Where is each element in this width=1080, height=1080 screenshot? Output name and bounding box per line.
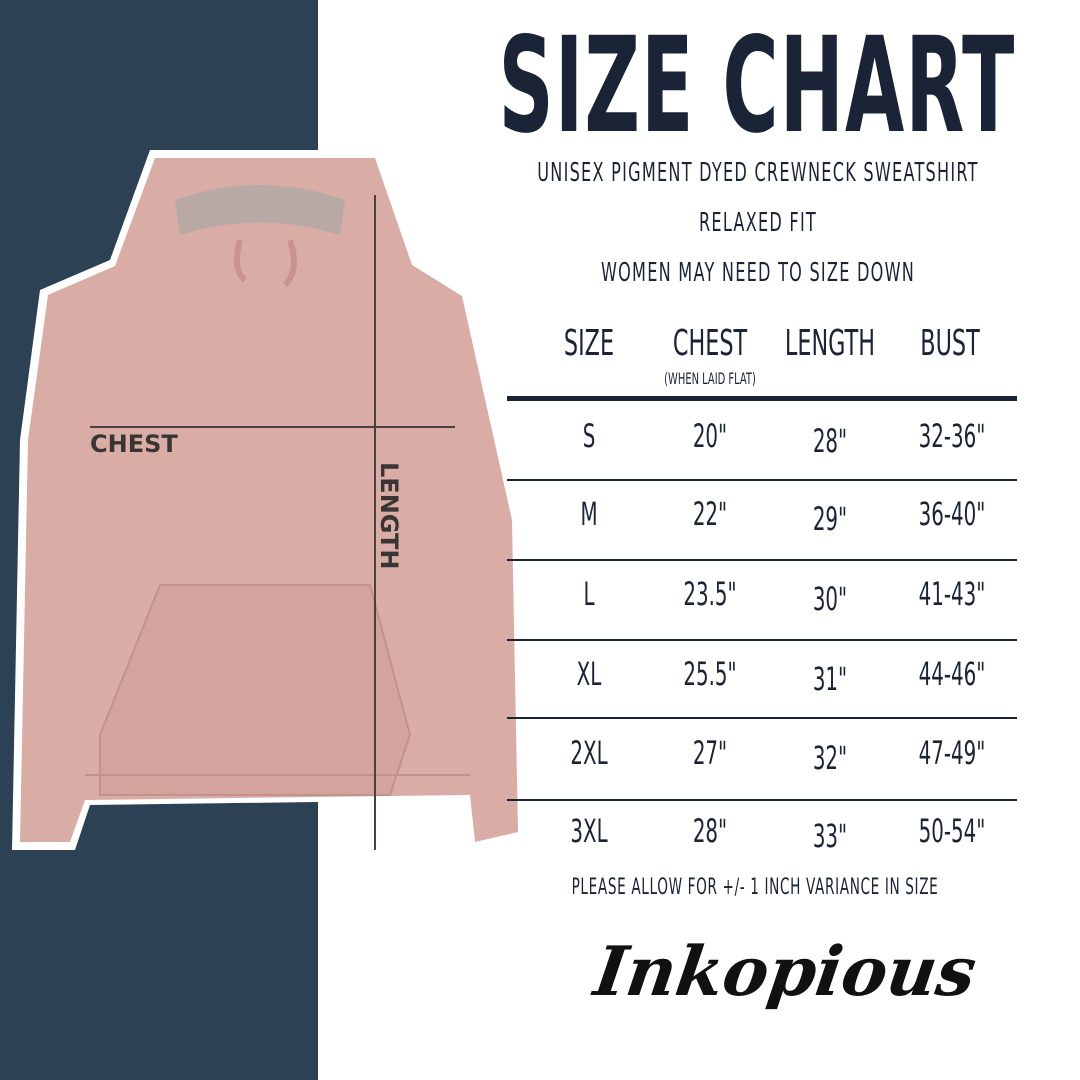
- chest-measure-label: CHEST: [90, 430, 178, 458]
- row-divider: [507, 799, 1017, 801]
- chest-measure-line: [90, 426, 455, 428]
- cell-length: 32": [812, 739, 848, 777]
- cell-size: L: [583, 575, 595, 613]
- cell-length: 30": [812, 580, 848, 618]
- footnote: PLEASE ALLOW FOR +/- 1 INCH VARIANCE IN …: [571, 875, 939, 900]
- cell-size: 2XL: [570, 734, 608, 772]
- cell-size: S: [582, 417, 596, 455]
- cell-size: 3XL: [570, 812, 608, 850]
- header-chest-note: (WHEN LAID FLAT): [664, 369, 756, 388]
- cell-bust: 47-49": [918, 734, 986, 772]
- brand-logo: Inkopious: [589, 932, 981, 1012]
- cell-chest: 23.5": [683, 575, 737, 613]
- row-divider: [507, 479, 1017, 481]
- cell-bust: 32-36": [918, 417, 986, 455]
- header-length: LENGTH: [784, 323, 876, 364]
- header-bust: BUST: [920, 323, 980, 364]
- cell-bust: 50-54": [918, 812, 986, 850]
- cell-length: 29": [812, 500, 848, 538]
- subtitle-product: UNISEX PIGMENT DYED CREWNECK SWEATSHIRT: [537, 158, 979, 188]
- row-divider: [507, 639, 1017, 641]
- hoodie-photo: [12, 150, 525, 850]
- length-measure-line: [374, 195, 376, 850]
- cell-chest: 20": [692, 417, 728, 455]
- cell-size: XL: [576, 655, 602, 693]
- cell-chest: 27": [692, 734, 728, 772]
- cell-chest: 28": [692, 812, 728, 850]
- row-divider: [507, 559, 1017, 561]
- subtitle-note: WOMEN MAY NEED TO SIZE DOWN: [600, 258, 916, 288]
- cell-length: 33": [812, 817, 848, 855]
- page-title: SIZE CHART: [498, 9, 1016, 163]
- header-size: SIZE: [563, 323, 615, 364]
- cell-chest: 25.5": [683, 655, 737, 693]
- header-chest: CHEST: [672, 323, 748, 364]
- cell-length: 28": [812, 422, 848, 460]
- cell-bust: 44-46": [918, 655, 986, 693]
- row-divider: [507, 717, 1017, 719]
- cell-length: 31": [812, 660, 848, 698]
- cell-bust: 36-40": [918, 495, 986, 533]
- cell-chest: 22": [692, 495, 728, 533]
- length-measure-label: LENGTH: [375, 462, 404, 570]
- header-rule: [507, 396, 1017, 401]
- cell-bust: 41-43": [918, 575, 986, 613]
- cell-size: M: [580, 495, 598, 533]
- subtitle-fit: RELAXED FIT: [698, 208, 818, 238]
